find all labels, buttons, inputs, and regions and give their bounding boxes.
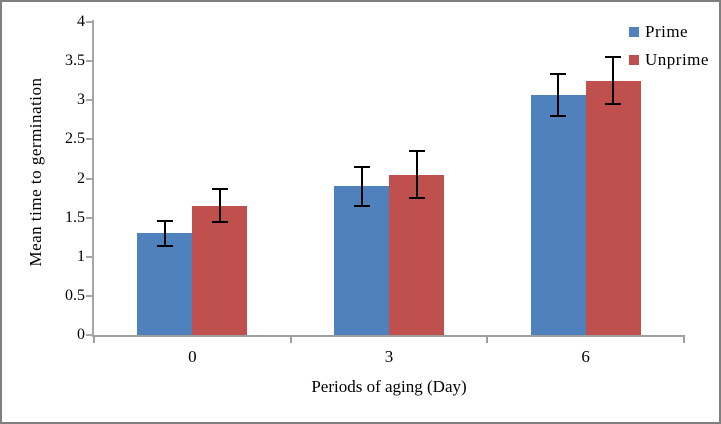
error-bar-line <box>218 189 221 223</box>
error-bar-cap-bottom <box>605 103 622 106</box>
y-tick-mark <box>86 334 93 336</box>
x-category-label: 0 <box>188 347 197 366</box>
y-tick-label: 3.5 <box>65 52 85 70</box>
y-tick-label: 0.5 <box>65 286 85 304</box>
error-bar-line <box>163 220 166 246</box>
y-tick-mark <box>86 60 93 63</box>
x-category-label: 6 <box>581 347 590 366</box>
error-bar-line <box>360 166 363 206</box>
error-bar-cap-bottom <box>408 197 425 200</box>
error-bar-cap-bottom <box>211 221 228 224</box>
legend-label: Unprime <box>645 50 709 69</box>
error-bar-cap-bottom <box>353 204 370 207</box>
error-bar-cap-top <box>211 188 228 191</box>
error-bar-line <box>612 57 615 105</box>
bar-prime <box>530 94 586 335</box>
y-tick-label: 2.5 <box>65 130 85 148</box>
legend-item-prime: Prime <box>629 21 688 43</box>
error-bar-cap-top <box>408 150 425 153</box>
legend-swatch-prime <box>629 27 639 37</box>
bar-prime <box>137 233 193 335</box>
error-bar-cap-top <box>605 56 622 59</box>
x-tick-mark <box>486 335 489 343</box>
error-bar-cap-top <box>353 165 370 168</box>
legend-swatch-unprime <box>629 55 639 65</box>
error-bar-cap-top <box>550 72 567 75</box>
error-bar-line <box>415 151 418 199</box>
y-tick-label: 2 <box>77 169 85 187</box>
y-axis-line <box>92 20 94 335</box>
y-tick-mark <box>86 99 93 102</box>
error-bar-line <box>557 73 560 116</box>
y-tick-mark <box>86 216 93 219</box>
x-category-label: 3 <box>384 347 394 366</box>
y-tick-mark <box>86 177 93 180</box>
x-tick-mark <box>683 335 685 343</box>
error-bar-cap-bottom <box>156 244 173 247</box>
bar-prime <box>334 186 389 335</box>
error-bar-cap-top <box>156 219 173 222</box>
y-tick-label: 0 <box>77 326 85 343</box>
y-tick-label: 4 <box>77 13 85 30</box>
y-tick-label: 1.5 <box>65 208 85 226</box>
y-tick-mark <box>86 255 93 258</box>
x-tick-mark <box>289 335 292 343</box>
y-tick-label: 3 <box>77 91 85 109</box>
x-axis-title: Periods of aging (Day) <box>311 377 467 396</box>
y-tick-label: 1 <box>77 247 85 265</box>
legend-item-unprime: Unprime <box>629 49 709 71</box>
error-bar-cap-bottom <box>550 114 567 117</box>
y-tick-mark <box>86 138 93 141</box>
x-tick-mark <box>93 335 95 343</box>
bar-unprime <box>389 174 444 335</box>
x-axis-line <box>92 335 684 337</box>
legend-label: Prime <box>645 22 689 41</box>
y-tick-mark <box>86 21 93 23</box>
y-tick-mark <box>86 294 93 297</box>
bar-unprime <box>192 205 248 335</box>
bar-unprime <box>585 80 641 335</box>
